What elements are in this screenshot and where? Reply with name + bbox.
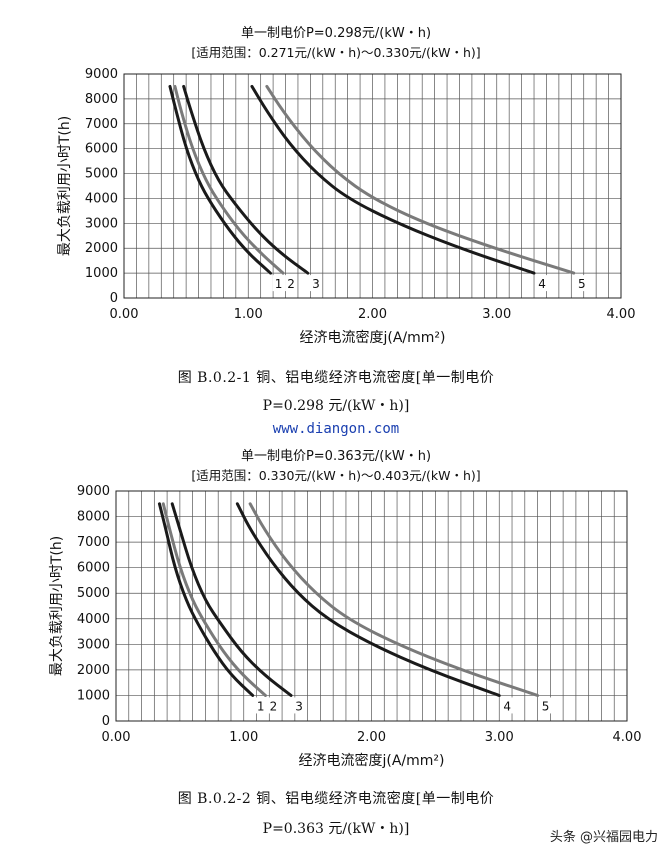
x-tick-label: 4.00 [613,730,642,745]
series-label-4: 4 [538,277,546,291]
y-tick-label: 8000 [85,92,118,107]
plot-frame [115,490,628,722]
series-line-4 [250,84,536,275]
series-label-bg [293,697,306,714]
y-tick-label: 4000 [85,191,118,206]
watermark: 头条 @兴福园电力 [549,830,658,845]
chart-panel-2: 单一制电价P=0.363元/(kW・h) [适用范围：0.330元/(kW・h)… [0,420,672,859]
series-label-bg [267,697,280,714]
series-label-5: 5 [542,699,550,713]
y-tick-label: 7000 [77,535,110,550]
y-tick-label: 9000 [85,67,118,82]
series-label-bg [272,275,285,292]
site-url[interactable]: www.diangon.com [272,421,400,437]
y-tick-label: 3000 [77,637,110,652]
x-tick-label: 0.00 [102,730,131,745]
chart-panel-1: 单一制电价P=0.298元/(kW・h) [适用范围：0.271元/(kW・h)… [0,0,672,420]
plot-frame [123,73,622,299]
x-tick-label: 2.00 [358,307,387,322]
y-tick-label: 0 [102,714,110,729]
series-label-bg [501,697,514,714]
y-tick-label: 5000 [77,586,110,601]
x-axis-label: 经济电流密度j(A/mm²) [299,752,445,769]
x-tick-label: 0.00 [110,307,139,322]
series-line-3 [170,502,293,697]
x-tick-label: 3.00 [482,307,511,322]
x-tick-label: 1.00 [234,307,263,322]
y-tick-label: 0 [110,291,118,306]
y-tick-label: 1000 [77,688,110,703]
chart-title: 单一制电价P=0.298元/(kW・h) [240,26,432,41]
series-label-3: 3 [312,277,320,291]
y-tick-label: 1000 [85,266,118,281]
figure-caption-line2: P=0.363 元/(kW・h)] [262,821,410,837]
series-label-bg [309,275,322,292]
y-tick-label: 8000 [77,510,110,525]
figure-caption-line2: P=0.298 元/(kW・h)] [262,398,410,414]
series-label-bg [575,275,588,292]
x-tick-label: 2.00 [357,730,386,745]
y-axis-label: 最大负载利用小时T(h) [49,536,65,676]
y-tick-label: 2000 [77,663,110,678]
series-label-1: 1 [275,277,283,291]
series-label-5: 5 [578,277,586,291]
series-label-2: 2 [287,277,295,291]
grid [115,490,628,722]
x-tick-label: 1.00 [229,730,258,745]
series-label-bg [254,697,267,714]
figure-caption-line1: 图 B.0.2-1 铜、铝电缆经济电流密度[单一制电价 [177,370,495,386]
y-tick-label: 4000 [77,612,110,627]
series-label-4: 4 [503,699,511,713]
y-tick-label: 5000 [85,167,118,182]
y-tick-label: 3000 [85,216,118,231]
series-label-bg [539,697,552,714]
series-label-bg [536,275,549,292]
series-line-3 [182,84,310,275]
chart-svg-2: 0 1000 2000 3000 4000 5000 6000 7000 8000 9000 0.0… [49,484,642,769]
y-tick-label: 2000 [85,241,118,256]
series-label-1: 1 [257,699,265,713]
series-label-bg [285,275,298,292]
series-label-2: 2 [270,699,278,713]
x-tick-label: 3.00 [485,730,514,745]
series-line-2 [161,502,267,697]
series-line-1 [168,84,273,275]
series-line-2 [173,84,285,275]
x-axis-label: 经济电流密度j(A/mm²) [300,329,446,346]
chart-title: 单一制电价P=0.363元/(kW・h) [240,449,432,464]
y-tick-label: 6000 [77,561,110,576]
chart-subtitle: [适用范围：0.271元/(kW・h)～0.330元/(kW・h)] [191,45,481,60]
chart-svg-1: 0 1000 2000 3000 4000 5000 6000 7000 8000 9000 0.0… [57,67,636,346]
series-line-5 [248,502,540,697]
x-tick-label: 4.00 [607,307,636,322]
series-line-5 [265,84,576,275]
y-axis-label: 最大负载利用小时T(h) [57,116,73,256]
chart-subtitle: [适用范围：0.330元/(kW・h)～0.403元/(kW・h)] [191,468,481,483]
y-tick-label: 7000 [85,117,118,132]
y-tick-label: 9000 [77,484,110,499]
series-line-4 [235,502,501,697]
y-tick-label: 6000 [85,142,118,157]
series-line-1 [157,502,255,697]
figure-caption-line1: 图 B.0.2-2 铜、铝电缆经济电流密度[单一制电价 [177,791,495,807]
series-label-3: 3 [295,699,303,713]
